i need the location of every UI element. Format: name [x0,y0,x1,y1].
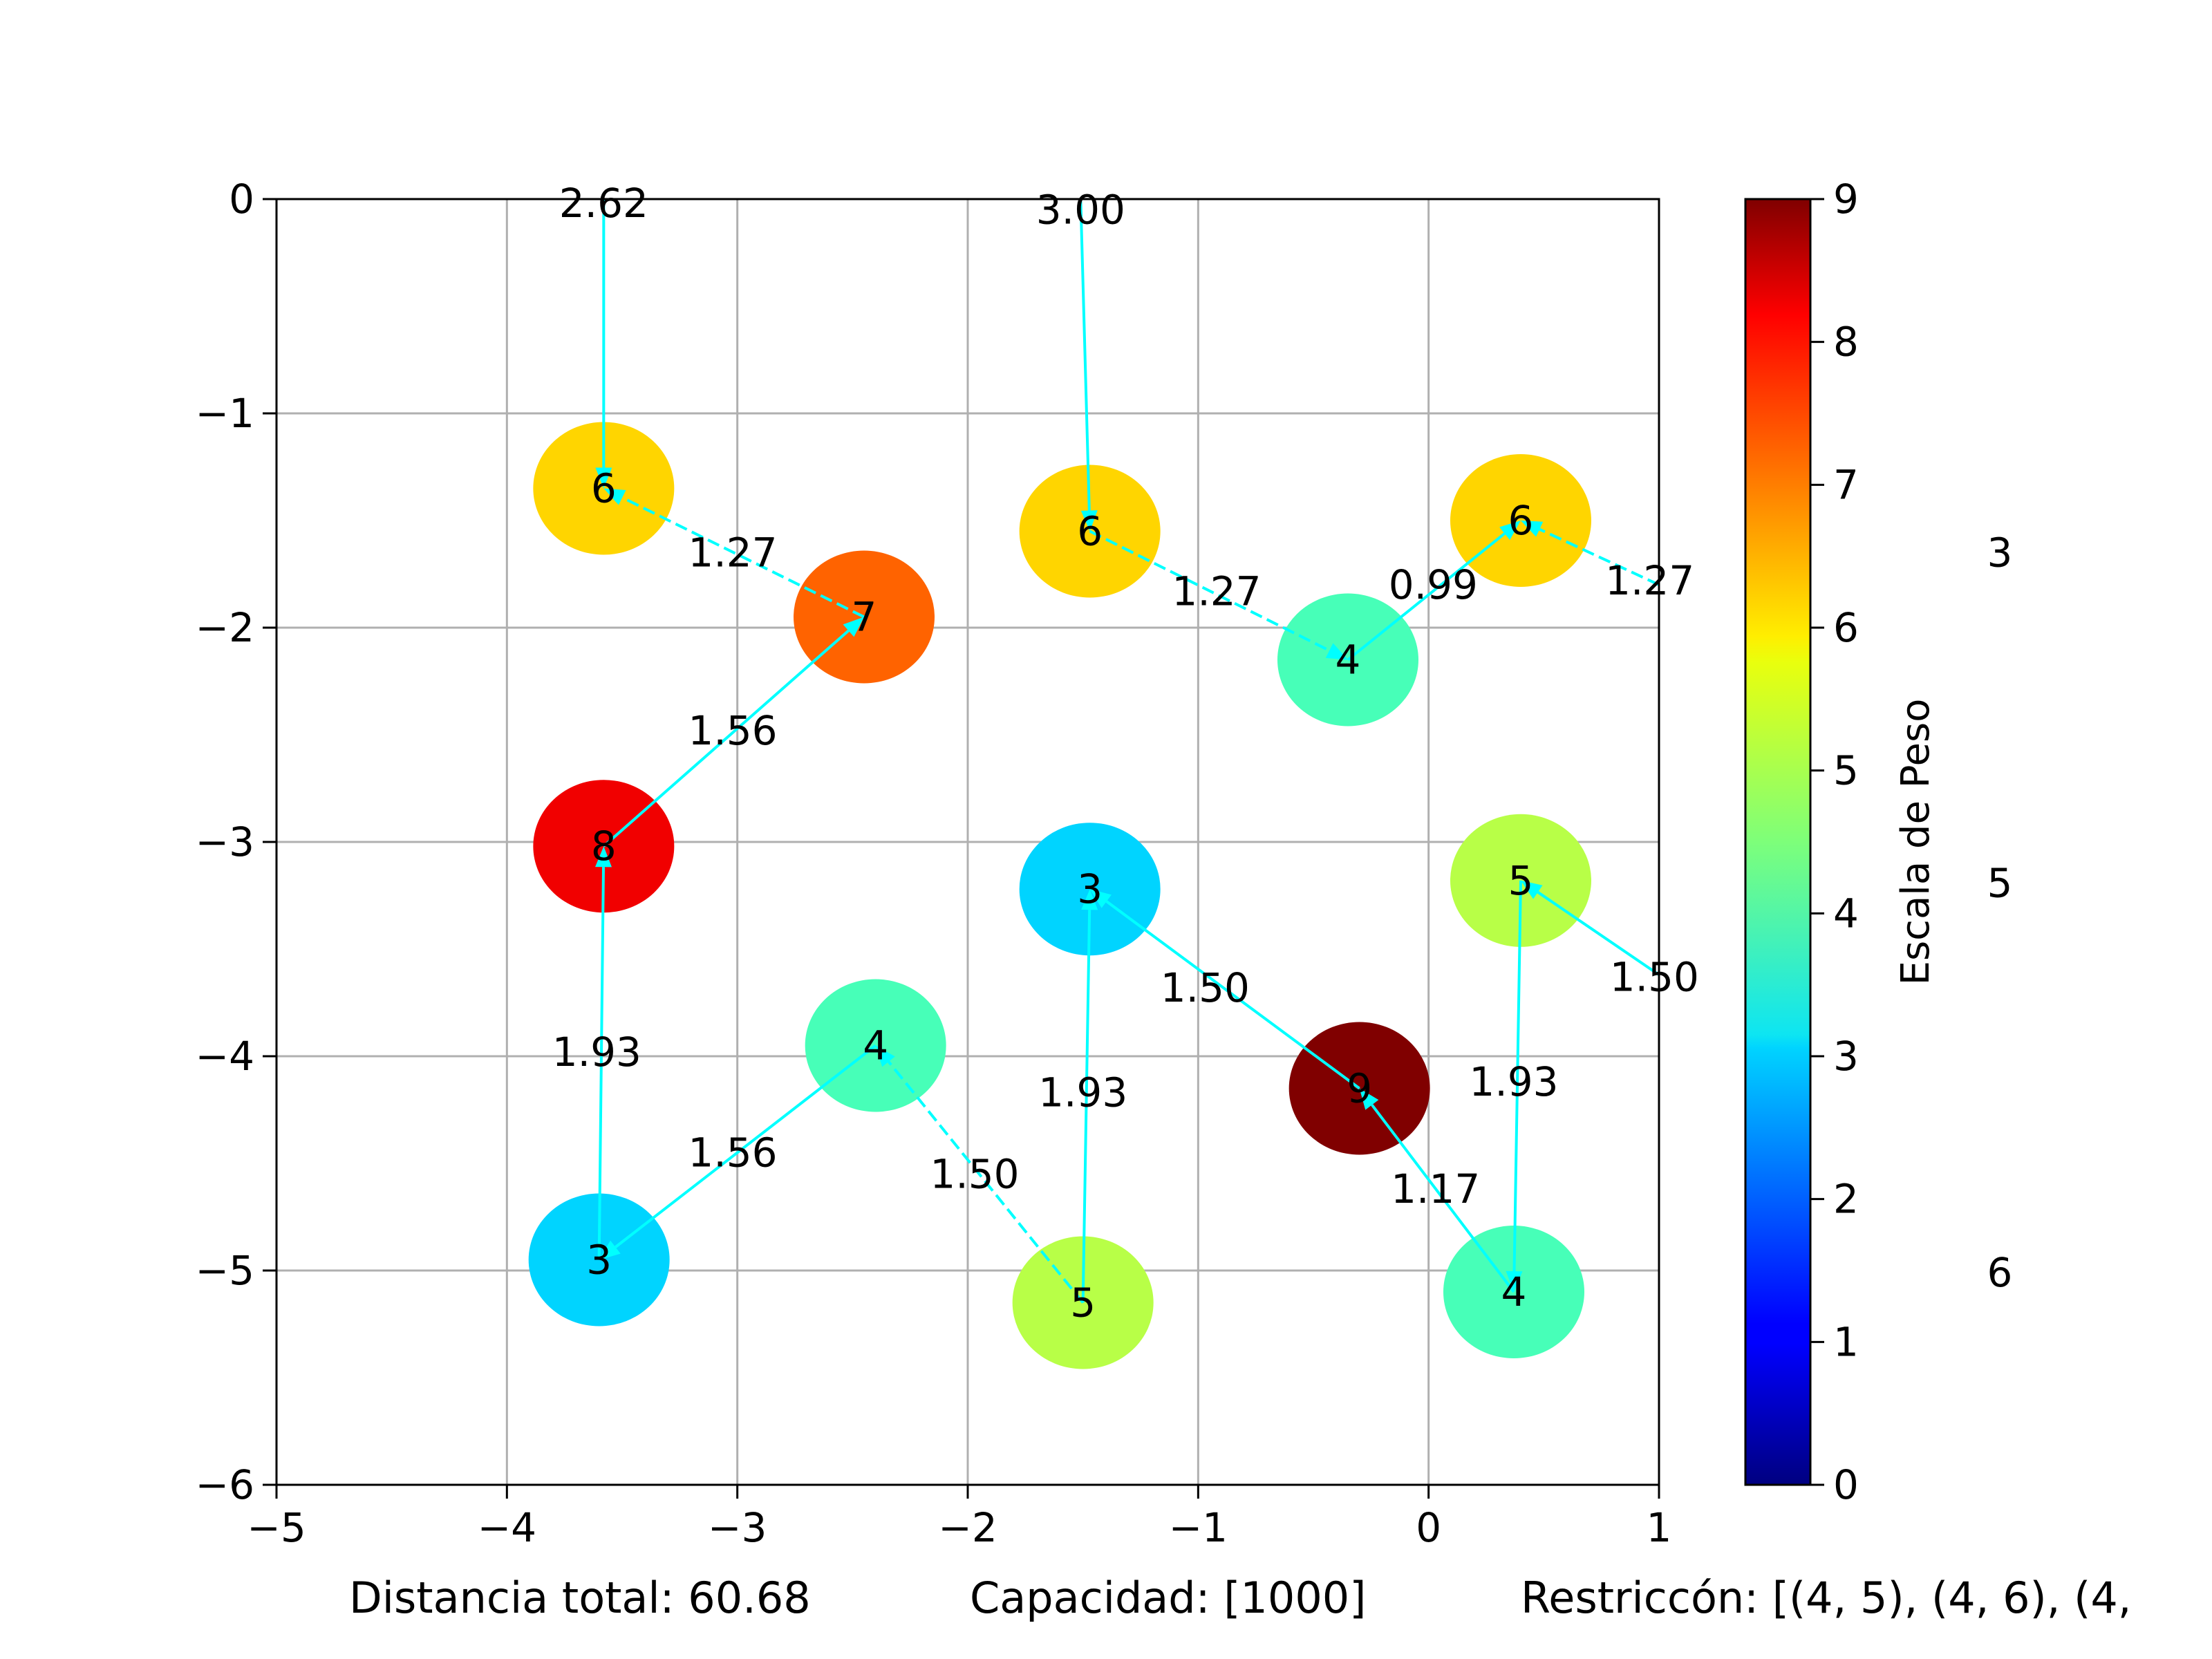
edge-distance-label: 0.99 [1389,561,1478,608]
route-edge-arrowhead [1080,510,1098,532]
route-edges [594,198,1660,1304]
footer-distance: Distancia total: 60.68 [349,1573,811,1623]
route-edge-arrowhead [603,488,626,505]
edge-distance-label: 1.56 [688,707,777,754]
node-weight-label: 4 [863,1022,888,1069]
node-weight-label: 3 [586,1237,612,1284]
y-tick-label: −2 [196,604,255,651]
y-tick-label: −5 [196,1247,255,1294]
colorbar-ticks: 0 1 2 3 4 5 6 7 8 9 [1810,176,1859,1508]
footer-restriction: Restriccón: [(4, 5), (4, 6), (4, [1521,1573,2132,1623]
route-edge-arrowhead [875,1045,895,1067]
route-edge-arrowhead [1325,643,1348,660]
route-edge-line [1347,532,1506,662]
route-edge-line [887,1060,1085,1304]
x-tick-label: 1 [1647,1504,1672,1551]
node-weight-label: 6 [1508,497,1534,544]
colorbar-tick-label: 1 [1833,1318,1859,1365]
node-weight-label: 6 [591,465,617,512]
node-weight-label: 9 [1347,1065,1372,1112]
route-edge-line [615,1044,877,1248]
x-tick-label: −2 [938,1504,997,1551]
colorbar-tick-label: 5 [1833,747,1859,794]
edge-distance-label: 1.27 [688,529,777,577]
y-tick-label: −3 [196,818,255,865]
edge-distance-label: 1.93 [1469,1058,1558,1105]
route-edge-arrowhead [1521,521,1544,537]
edge-distance-label: 1.56 [688,1130,777,1177]
route-edge-line [1105,900,1360,1090]
node-weight-label: 4 [1501,1268,1527,1315]
node-weight-label: 5 [1070,1280,1096,1327]
edge-distance-label: 1.93 [552,1029,641,1076]
node-weight-label: 4 [1335,637,1361,684]
y-tick-label: −6 [196,1461,255,1508]
colorbar-tick-label: 4 [1833,890,1859,937]
route-edge-arrowhead [843,617,864,637]
y-tick-label: 0 [229,176,254,223]
colorbar-tick-label: 6 [1833,604,1859,651]
x-tick-label: −1 [1169,1504,1228,1551]
route-edge-line [1089,529,1331,652]
route-edge-arrowhead [1506,1271,1523,1292]
node-weight-label: 8 [591,823,617,870]
edge-distance-label: 3.00 [1036,187,1125,234]
edge-labels: 2.62 3.00 1.27 1.56 1.93 1.56 1.50 1.93 1.50 1.27… [552,180,1699,1212]
y-axis-ticks: 0 −1 −2 −3 −4 −5 −6 [196,176,276,1508]
route-edge-line [1512,880,1522,1272]
side-label: 5 [1987,860,2013,907]
colorbar [1744,198,1812,1486]
route-edge-line [1081,910,1091,1303]
route-edge-line [621,496,865,619]
route-edge-arrowhead [1081,889,1098,910]
x-tick-label: −4 [478,1504,537,1551]
node-weight-label: 5 [1508,857,1534,904]
side-labels: 3 5 6 [1987,529,2013,1297]
edge-distance-label: 1.50 [1610,953,1699,1000]
colorbar-tick-label: 7 [1833,461,1859,508]
route-edge-arrowhead [595,467,612,489]
colorbar-tick-label: 2 [1833,1176,1859,1223]
route-edge-arrowhead [1089,889,1112,908]
route-edge-line [1539,527,1660,586]
route-edge-line [603,629,850,847]
x-tick-label: −3 [708,1504,767,1551]
side-label: 6 [1987,1249,2013,1296]
x-tick-label: −5 [247,1504,306,1551]
route-edge-arrowhead [1521,880,1543,899]
colorbar-tick-label: 8 [1833,319,1859,366]
colorbar-tick-label: 0 [1833,1461,1859,1508]
node-labels: 6 7 8 3 4 5 3 6 4 6 5 9 4 [586,465,1533,1327]
node-weight-label: 6 [1077,508,1103,555]
edge-distance-label: 1.17 [1391,1165,1480,1212]
colorbar-tick-label: 9 [1833,176,1859,223]
node-weight-label: 7 [852,594,877,641]
route-edge-line [1371,1104,1515,1293]
colorbar-label: Escala de Peso [1893,699,1938,986]
edge-distance-label: 2.62 [559,180,648,227]
node-weight-label: 3 [1077,865,1103,912]
edge-distance-label: 1.27 [1172,568,1261,615]
edge-distance-label: 1.93 [1038,1069,1127,1116]
route-edge-line [597,867,605,1260]
y-tick-label: −4 [196,1033,255,1080]
side-label: 3 [1987,529,2013,577]
edge-distance-label: 1.50 [1161,964,1250,1011]
route-edge-line [1079,198,1091,511]
colorbar-tick-label: 3 [1833,1033,1859,1080]
x-tick-label: 0 [1416,1504,1441,1551]
route-edge-arrowhead [1499,521,1521,541]
route-edge-line [1537,891,1660,976]
edge-distance-label: 1.50 [930,1151,1019,1198]
edge-distance-label: 1.27 [1605,557,1694,604]
footer-capacity: Capacidad: [1000] [970,1573,1366,1623]
route-edge-arrowhead [594,846,612,868]
route-edge-arrowhead [599,1240,621,1260]
y-tick-label: −1 [196,390,255,437]
x-axis-ticks: −5 −4 −3 −2 −1 0 1 [247,1485,1671,1551]
route-edge-arrowhead [1359,1088,1379,1110]
